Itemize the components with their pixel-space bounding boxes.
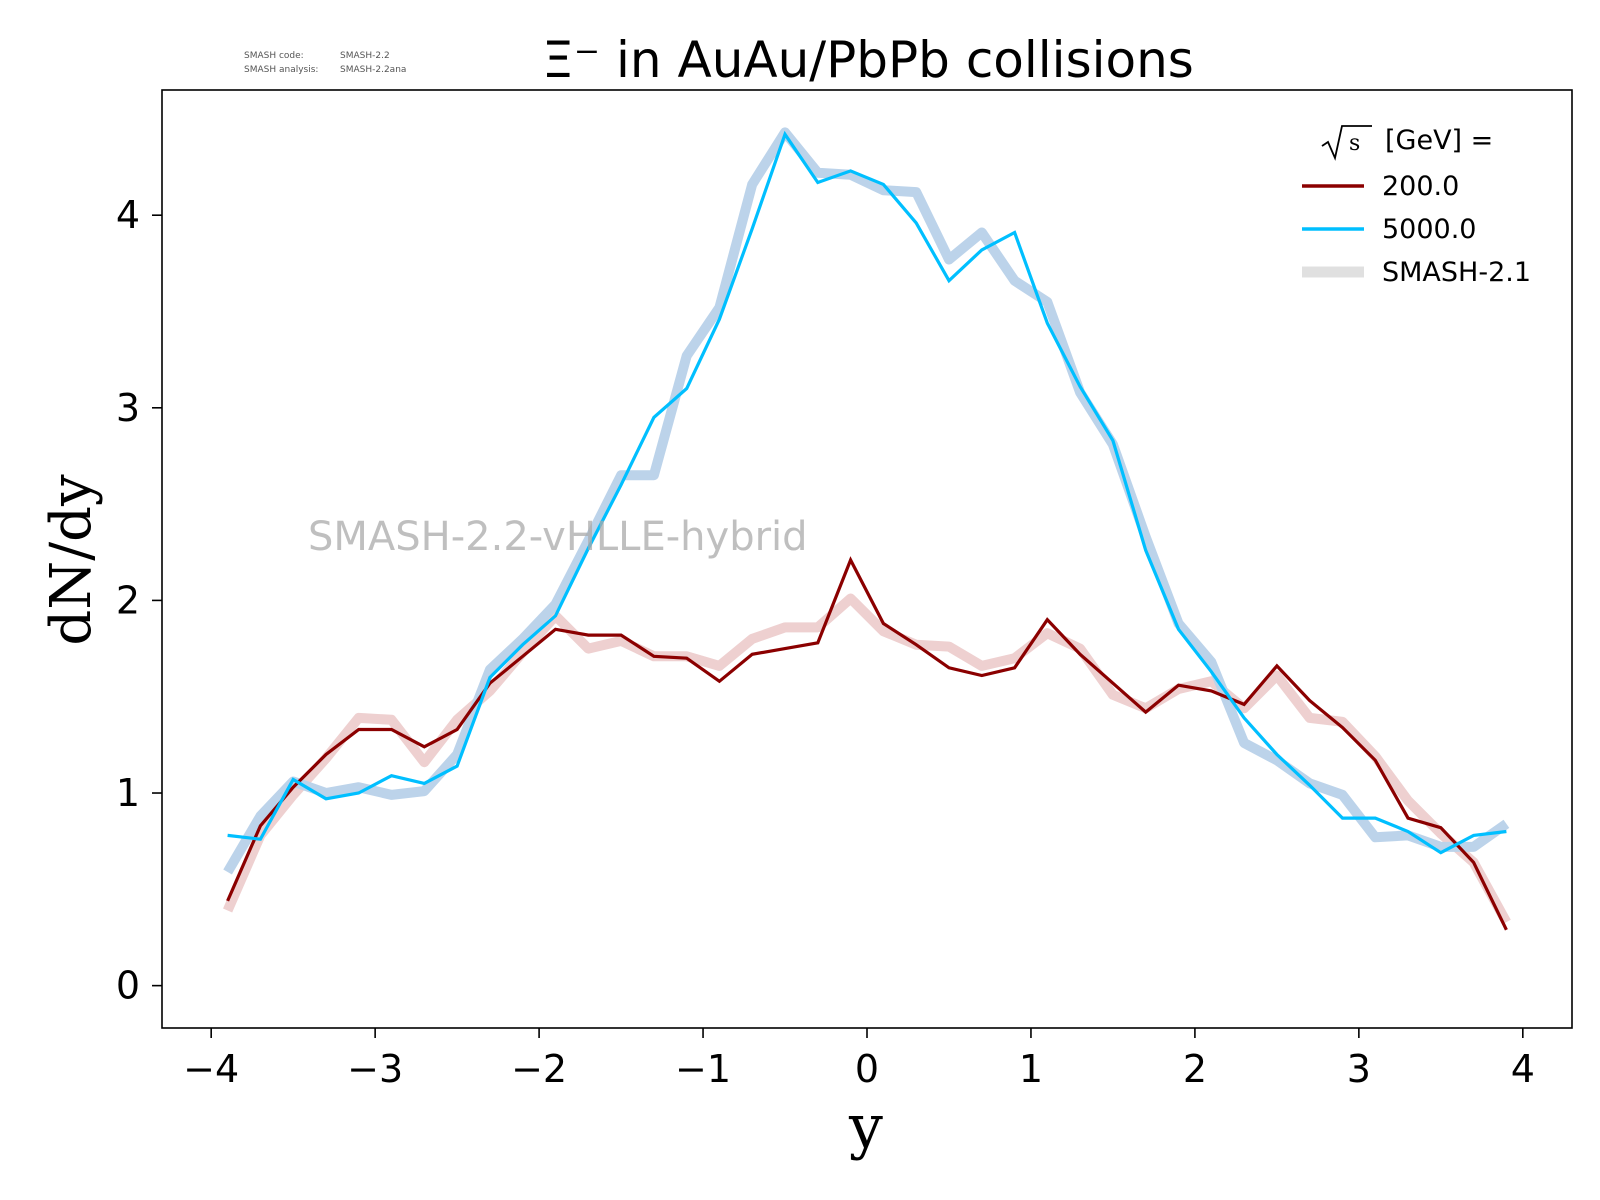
x-tick-label: 1 (1019, 1047, 1043, 1091)
y-tick-label: 1 (116, 771, 140, 815)
series-line-5000 (227, 130, 1507, 855)
version-key-1: SMASH code: (244, 51, 304, 61)
legend-title: s [GeV] = (1321, 125, 1493, 161)
legend-label-200: 200.0 (1382, 171, 1459, 202)
x-tick-label: 3 (1347, 1047, 1371, 1091)
x-tick-label: 2 (1183, 1047, 1207, 1091)
version-key-2: SMASH analysis: (244, 65, 318, 75)
series-line-200 (226, 556, 1508, 931)
y-tick-label: 4 (116, 193, 140, 237)
y-tick-label: 2 (116, 578, 140, 622)
x-axis-ticks: −4 −3 −2 −1 0 1 2 3 4 (183, 1028, 1535, 1091)
x-tick-label: 4 (1511, 1047, 1535, 1091)
x-tick-label: −1 (675, 1047, 731, 1091)
legend-label-5000: 5000.0 (1382, 214, 1476, 245)
y-axis-label: dN/dy (39, 474, 104, 646)
x-tick-label: −2 (511, 1047, 567, 1091)
y-tick-label: 3 (116, 386, 140, 430)
x-tick-label: 0 (855, 1047, 879, 1091)
legend-title-text: [GeV] = (1385, 125, 1493, 156)
y-tick-label: 0 (116, 964, 140, 1008)
sqrt-symbol (1321, 125, 1372, 161)
y-axis-ticks: 0 1 2 3 4 (116, 193, 162, 1008)
x-tick-label: −3 (347, 1047, 403, 1091)
series-line-smash-2-1-200 (223, 593, 1511, 925)
legend-title-sqrt-arg: s (1349, 131, 1360, 156)
watermark: SMASH-2.2-vHLLE-hybrid (308, 514, 808, 560)
version-val-1: SMASH-2.2 (340, 51, 390, 61)
legend-label-smash-2-1: SMASH-2.1 (1382, 257, 1531, 288)
x-tick-label: −4 (183, 1047, 239, 1091)
main-series-lines (226, 130, 1508, 931)
version-val-2: SMASH-2.2ana (340, 65, 406, 75)
chart-title: Ξ⁻ in AuAu/PbPb collisions (542, 31, 1194, 89)
x-axis-label: y (848, 1092, 883, 1162)
legend: s [GeV] = 200.0 5000.0 SMASH-2.1 (1302, 125, 1531, 288)
